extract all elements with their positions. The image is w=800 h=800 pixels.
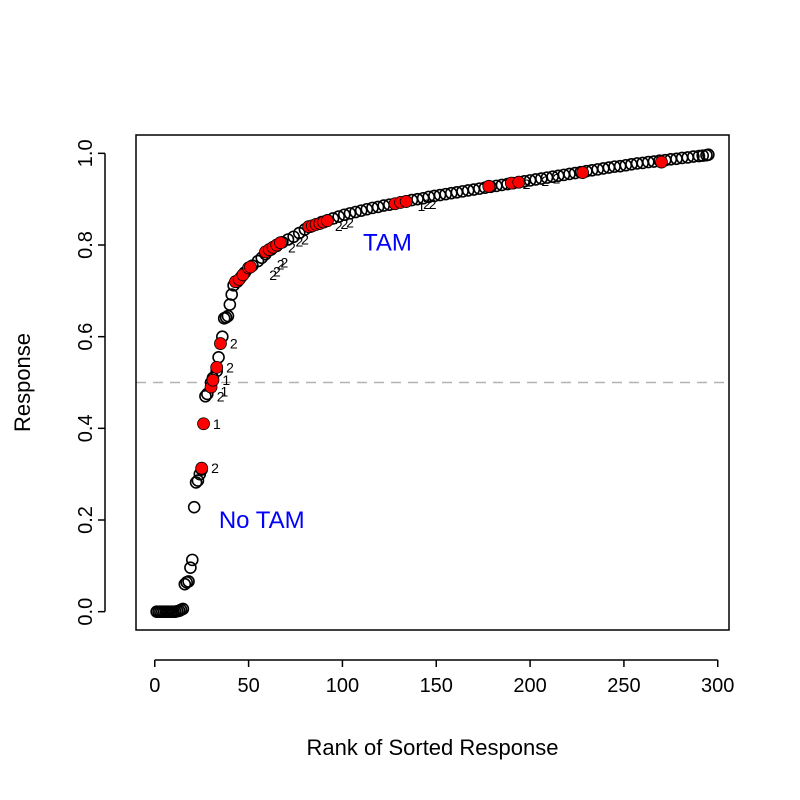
region-label-no-tam: No TAM — [219, 507, 305, 534]
response-point-30 — [212, 350, 225, 364]
tam-point-0 — [195, 461, 209, 475]
point-label-18: 2 — [423, 196, 431, 212]
response-point-120 — [687, 150, 700, 163]
response-point-59 — [343, 207, 357, 220]
response-point-61 — [354, 204, 368, 217]
tam-point-28 — [576, 166, 590, 179]
point-label-13: 2 — [301, 232, 309, 248]
tam-point-25 — [482, 179, 496, 193]
response-point-17 — [182, 575, 195, 588]
response-point-124 — [702, 148, 715, 162]
point-label-21: 2 — [541, 173, 549, 189]
y-tick-label: 0.2 — [75, 506, 97, 534]
x-axis: 0 50 100 150 200 250 300 — [149, 659, 734, 697]
point-label-4: 2 — [217, 388, 225, 404]
point-label-22: 2 — [553, 171, 561, 187]
response-point-14 — [176, 602, 190, 616]
region-label-tam: TAM — [363, 230, 412, 257]
x-tick-label: 0 — [149, 675, 160, 697]
x-tick-label: 150 — [420, 675, 453, 697]
y-axis: 0.0 0.2 0.4 0.6 0.8 1.0 — [75, 139, 106, 626]
point-label-11: 2 — [288, 239, 296, 255]
x-tick-label: 200 — [513, 675, 546, 697]
point-label-16: 2 — [346, 215, 354, 231]
point-label-17: 1 — [417, 198, 425, 214]
response-point-21 — [189, 476, 203, 489]
plot-frame — [135, 134, 730, 631]
x-tick-label: 100 — [326, 675, 359, 697]
response-point-25 — [199, 389, 212, 403]
y-tick-label: 0.8 — [75, 231, 97, 259]
point-label-8: 2 — [273, 264, 281, 280]
tam-point-10 — [244, 260, 257, 274]
tam-point-29 — [655, 155, 668, 169]
point-label-0: 2 — [230, 336, 238, 352]
response-point-60 — [349, 205, 362, 219]
tam-point-5 — [214, 337, 227, 350]
point-label-10: 2 — [280, 254, 288, 270]
response-point-15 — [178, 577, 192, 591]
response-point-22 — [191, 474, 205, 487]
response-point-20 — [187, 500, 201, 514]
tam-point-27 — [512, 175, 526, 189]
tam-point-1 — [197, 417, 210, 431]
y-tick-label: 0.4 — [75, 414, 97, 442]
response-point-36 — [225, 288, 239, 301]
y-tick-label: 0.0 — [75, 598, 97, 626]
y-tick-label: 0.6 — [75, 323, 97, 351]
response-point-18 — [184, 561, 197, 574]
point-label-5: 1 — [213, 416, 221, 432]
response-point-19 — [185, 553, 199, 567]
point-label-9: 2 — [277, 256, 285, 272]
point-label-7: 2 — [269, 267, 277, 283]
point-label-3: 1 — [220, 384, 228, 400]
x-tick-label: 300 — [701, 675, 734, 697]
tam-point-3 — [206, 373, 220, 387]
tam-point-24 — [399, 195, 413, 208]
response-point-35 — [223, 298, 237, 311]
point-label-20: 2 — [523, 176, 531, 192]
point-label-1: 2 — [226, 359, 234, 375]
x-tick-label: 50 — [237, 675, 259, 697]
point-label-2: 1 — [222, 372, 230, 388]
x-axis-title: Rank of Sorted Response — [307, 735, 559, 760]
y-tick-label: 1.0 — [75, 139, 97, 167]
point-label-6: 2 — [211, 460, 219, 476]
y-axis-title: Response — [10, 333, 35, 432]
tam-point-15 — [274, 236, 287, 250]
response-point-57 — [332, 210, 345, 223]
point-label-14: 2 — [335, 218, 343, 234]
point-label-15: 2 — [341, 216, 349, 232]
tam-point-4 — [210, 360, 224, 374]
response-point-33 — [219, 311, 233, 324]
response-point-58 — [338, 208, 351, 222]
point-label-19: 2 — [429, 196, 437, 212]
data-points — [150, 148, 715, 618]
point-label-12: 2 — [296, 233, 304, 249]
tam-point-21 — [321, 214, 334, 228]
x-tick-label: 250 — [607, 675, 640, 697]
